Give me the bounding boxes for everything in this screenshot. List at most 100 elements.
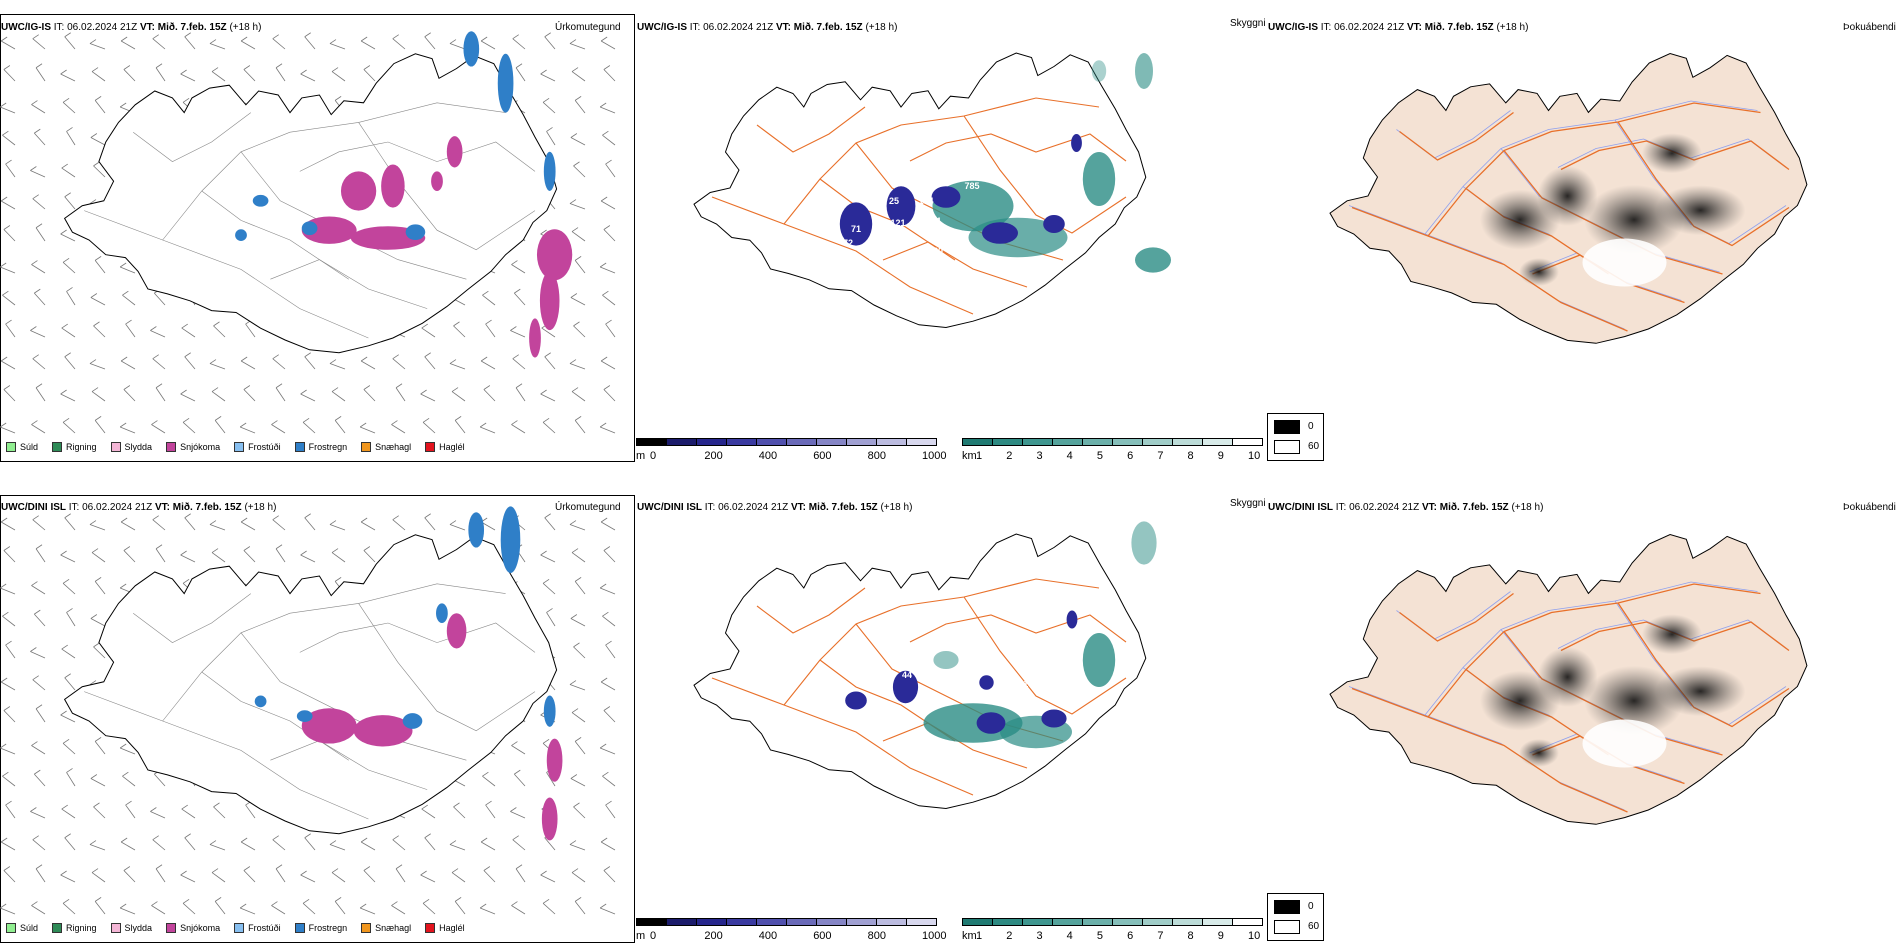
legend-label: Rigning (66, 442, 97, 452)
legend-item-7: Haglél (425, 442, 465, 452)
fog-key-label: 60 (1308, 441, 1320, 452)
legend-label: Haglél (439, 442, 465, 452)
legend-item-2: Slydda (110, 923, 153, 933)
it-value: 06.02.2024 21Z (67, 22, 138, 33)
fog-panel-row1 (1266, 14, 1900, 462)
colorbar-segment (816, 918, 847, 926)
legend-item-4: Frostúði (234, 923, 281, 933)
colorbar-segment (876, 918, 907, 926)
ceiling-colorbar-row1: m 0 200 400 600 800 1000 (636, 438, 946, 466)
ceiling-label: 121 (890, 218, 905, 228)
colorbar-segment (1082, 918, 1113, 926)
precip-map-row1 (0, 31, 616, 434)
colorbar-tick: 8 (1187, 930, 1194, 942)
visibility-panel-row2: 110 51 109 11 125 44 124 80 114 18 19 (636, 495, 1266, 943)
colorbar-segment (666, 918, 697, 926)
legend-item-5: Frostregn (294, 923, 347, 933)
visibility-panel-row1: 72 71 121 25 117 104 281 785 26 117 80 120 49 26 10 (636, 14, 1266, 462)
precip-map-frame (0, 14, 635, 462)
legend-label: Súld (20, 923, 39, 933)
colorbar-segment (962, 918, 993, 926)
ceiling-label: 104 (918, 196, 933, 206)
colorbar-segment (1172, 918, 1203, 926)
panel-name-fog-row2: Þokuábendi (1843, 502, 1896, 513)
colorbar-segment (876, 438, 907, 446)
colorbar-segment (992, 438, 1023, 446)
legend-swatch (6, 442, 16, 452)
legend-item-4: Frostúði (234, 442, 281, 452)
panel-title-precip-row2: UWC/DINI ISL IT: 06.02.2024 21Z VT: Mið.… (1, 502, 277, 513)
ceiling-label: 72 (843, 238, 853, 248)
colorbar-tick: 3 (1036, 450, 1043, 462)
legend-label: Slydda (124, 923, 153, 933)
legend-item-3: Snjókoma (166, 442, 220, 452)
ceiling-label: 80 (967, 673, 977, 683)
colorbar-tick: 600 (813, 450, 832, 462)
fog-key-label: 0 (1308, 421, 1314, 432)
colorbar-tick: 2 (1006, 930, 1013, 942)
it-label: IT: (53, 22, 65, 33)
panel-name-visibility-row2: Skyggni (1230, 498, 1266, 509)
legend-label: Frostúði (248, 923, 281, 933)
fog-key-swatch (1274, 920, 1300, 934)
colorbar-tick: 400 (758, 930, 778, 942)
colorbar-segment (962, 438, 993, 446)
colorbar-segment (696, 438, 727, 446)
ceiling-label: 19 (1043, 592, 1053, 602)
fog-key-row1: 0 60 (1267, 413, 1324, 461)
panel-title-visibility-row1: UWC/IG-IS IT: 06.02.2024 21Z VT: Mið. 7.… (637, 22, 898, 33)
colorbar-tick: 4 (1066, 930, 1073, 942)
legend-item-1: Rigning (52, 923, 97, 933)
legend-swatch (6, 923, 16, 933)
colorbar-segment (636, 918, 667, 926)
visibility-map-row1: 72 71 121 25 117 104 281 785 26 117 80 120 49 26 10 (693, 52, 1171, 329)
colorbar-segment (696, 918, 727, 926)
ceiling-label: 71 (851, 224, 861, 234)
ceiling-label: 109 (884, 645, 899, 655)
colorbar-tick: 2 (1006, 450, 1013, 462)
ceiling-label: 124 (927, 673, 942, 683)
colorbar-tick: 800 (867, 930, 886, 942)
colorbar-segment (1232, 918, 1263, 926)
fog-key-swatch (1274, 420, 1300, 434)
legend-swatch (294, 923, 305, 933)
colorbar-tick: 1000 (922, 450, 947, 462)
ceiling-label: 785 (964, 181, 979, 191)
fog-panel-row2 (1266, 495, 1900, 943)
vt-label: VT: (139, 22, 155, 33)
colorbar-tick: 7 (1157, 930, 1164, 942)
colorbar-segment (816, 438, 847, 446)
colorbar-segment (756, 438, 787, 446)
colorbar-tick: 8 (1187, 450, 1194, 462)
ceiling-label: 25 (889, 196, 899, 206)
colorbar-tick: 1000 (922, 930, 947, 942)
legend-label: Snæhagl (375, 442, 412, 452)
colorbar-segment (1142, 438, 1173, 446)
legend-item-6: Snæhagl (361, 923, 411, 933)
visibility-map-row2: 110 51 109 11 125 44 124 80 114 18 19 (693, 521, 1157, 810)
legend-swatch (425, 442, 436, 452)
precip-type-panel-row2: Súld Rigning Slydda Snjókoma Frostúði Frostre… (0, 495, 635, 943)
lead-time: (+18 h) (229, 22, 262, 33)
legend-swatch (234, 923, 245, 933)
panel-name-precip-row2: Úrkomutegund (555, 502, 621, 513)
colorbar-segment (906, 918, 937, 926)
legend-item-7: Haglél (425, 923, 465, 933)
legend-swatch (425, 923, 436, 933)
colorbar-tick: 6 (1127, 930, 1134, 942)
legend-swatch (52, 923, 63, 933)
colorbar-tick: 200 (704, 930, 723, 942)
colorbar-tick: 1 (976, 450, 983, 462)
ceiling-label: 125 (958, 629, 973, 639)
ceiling-label: 10 (1001, 156, 1011, 166)
colorbar-segment (726, 438, 757, 446)
fog-key-swatch (1274, 440, 1300, 454)
legend-item-0: Súld (6, 442, 38, 452)
legend-swatch (166, 923, 177, 933)
legend-swatch (52, 442, 63, 452)
ceiling-label: 114 (1019, 679, 1034, 689)
colorbar-tick: 7 (1157, 450, 1164, 462)
legend-item-3: Snjókoma (166, 923, 220, 933)
colorbar-segment (992, 918, 1023, 926)
legend-swatch (361, 442, 372, 452)
